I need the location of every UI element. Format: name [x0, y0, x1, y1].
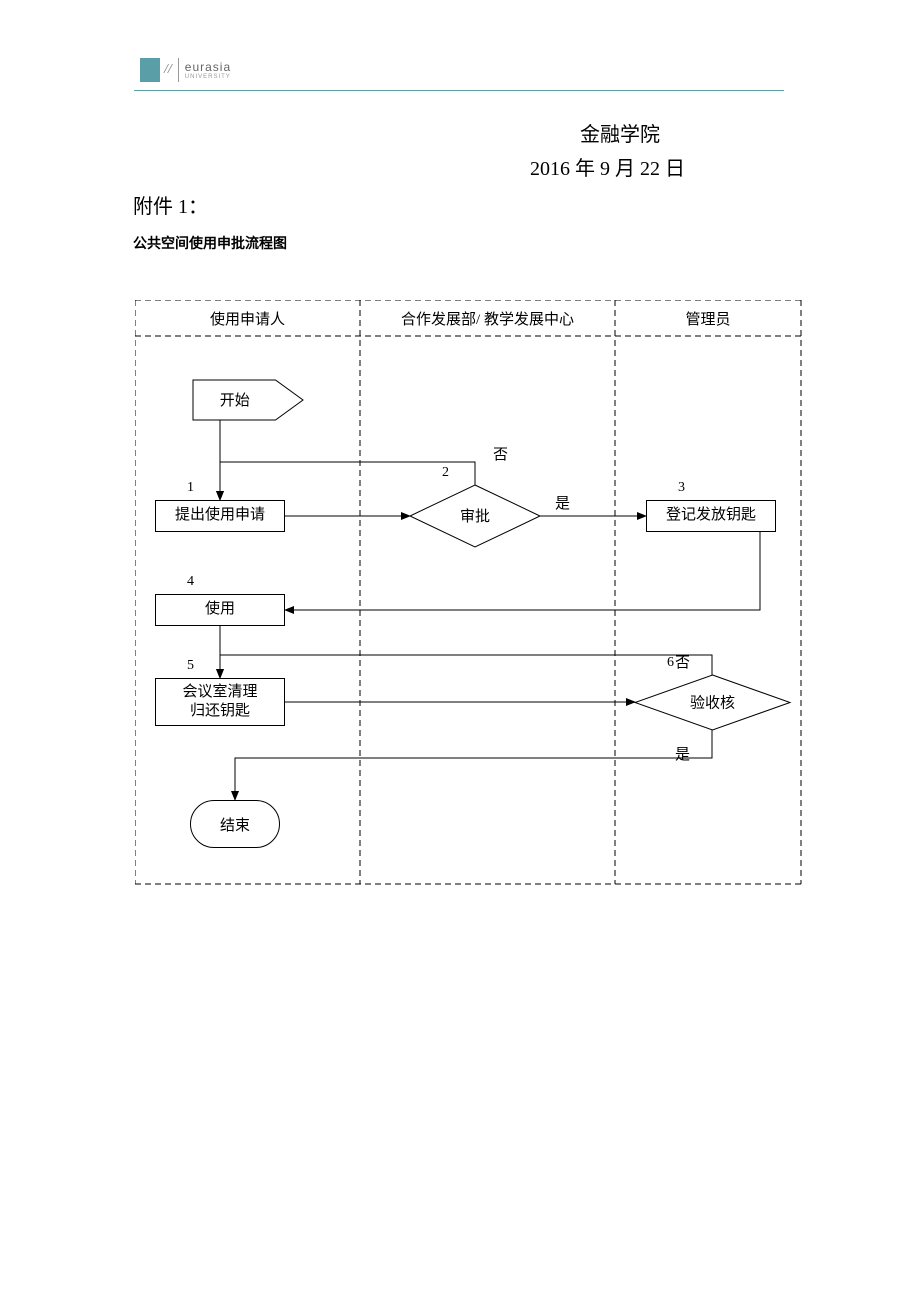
step-number: 1 [187, 480, 194, 496]
step-number: 3 [678, 480, 685, 496]
edge-label: 否 [493, 443, 508, 464]
logo-mark [140, 58, 160, 82]
page-date: 2016 年 9 月 22 日 [530, 152, 685, 181]
edge [285, 532, 760, 610]
step-number: 5 [187, 658, 194, 674]
logo: // eurasia UNIVERSITY [140, 58, 231, 82]
page-title: 金融学院 [580, 118, 660, 147]
lane-header: 使用申请人 [135, 308, 360, 329]
logo-divider [178, 58, 179, 82]
process-node: 登记发放钥匙 [646, 500, 776, 532]
process-node: 使用 [155, 594, 285, 626]
terminator-node: 结束 [190, 800, 280, 848]
edge-label: 是 [555, 492, 570, 513]
step-number: 2 [442, 465, 449, 481]
step-number: 4 [187, 574, 194, 590]
flowchart-title: 公共空间使用申批流程图 [133, 233, 287, 253]
lane-header: 管理员 [615, 308, 801, 329]
process-node: 会议室清理归还钥匙 [155, 678, 285, 726]
logo-text-sub: UNIVERSITY [185, 74, 231, 80]
logo-text-main: eurasia [185, 60, 231, 74]
decision-node-label: 验收核 [690, 695, 735, 712]
step-number: 6 [667, 655, 674, 671]
edge-label: 是 [675, 743, 690, 764]
edge-label: 否 [675, 651, 690, 672]
start-node-label: 开始 [220, 392, 250, 409]
edge [235, 730, 712, 800]
edge [220, 655, 712, 678]
appendix-label: 附件 1： [133, 190, 208, 219]
flowchart: 开始审批验收核 使用申请人合作发展部/ 教学发展中心管理员否是否是提出使用申请1… [135, 300, 805, 885]
header-underline [134, 90, 784, 91]
decision-node-label: 审批 [460, 508, 490, 525]
lane-header: 合作发展部/ 教学发展中心 [360, 308, 615, 329]
flowchart-svg: 开始审批验收核 [135, 300, 805, 885]
logo-text-wrap: eurasia UNIVERSITY [185, 60, 231, 80]
edge [220, 462, 475, 500]
process-node: 提出使用申请 [155, 500, 285, 532]
logo-slash-icon: // [164, 62, 172, 78]
